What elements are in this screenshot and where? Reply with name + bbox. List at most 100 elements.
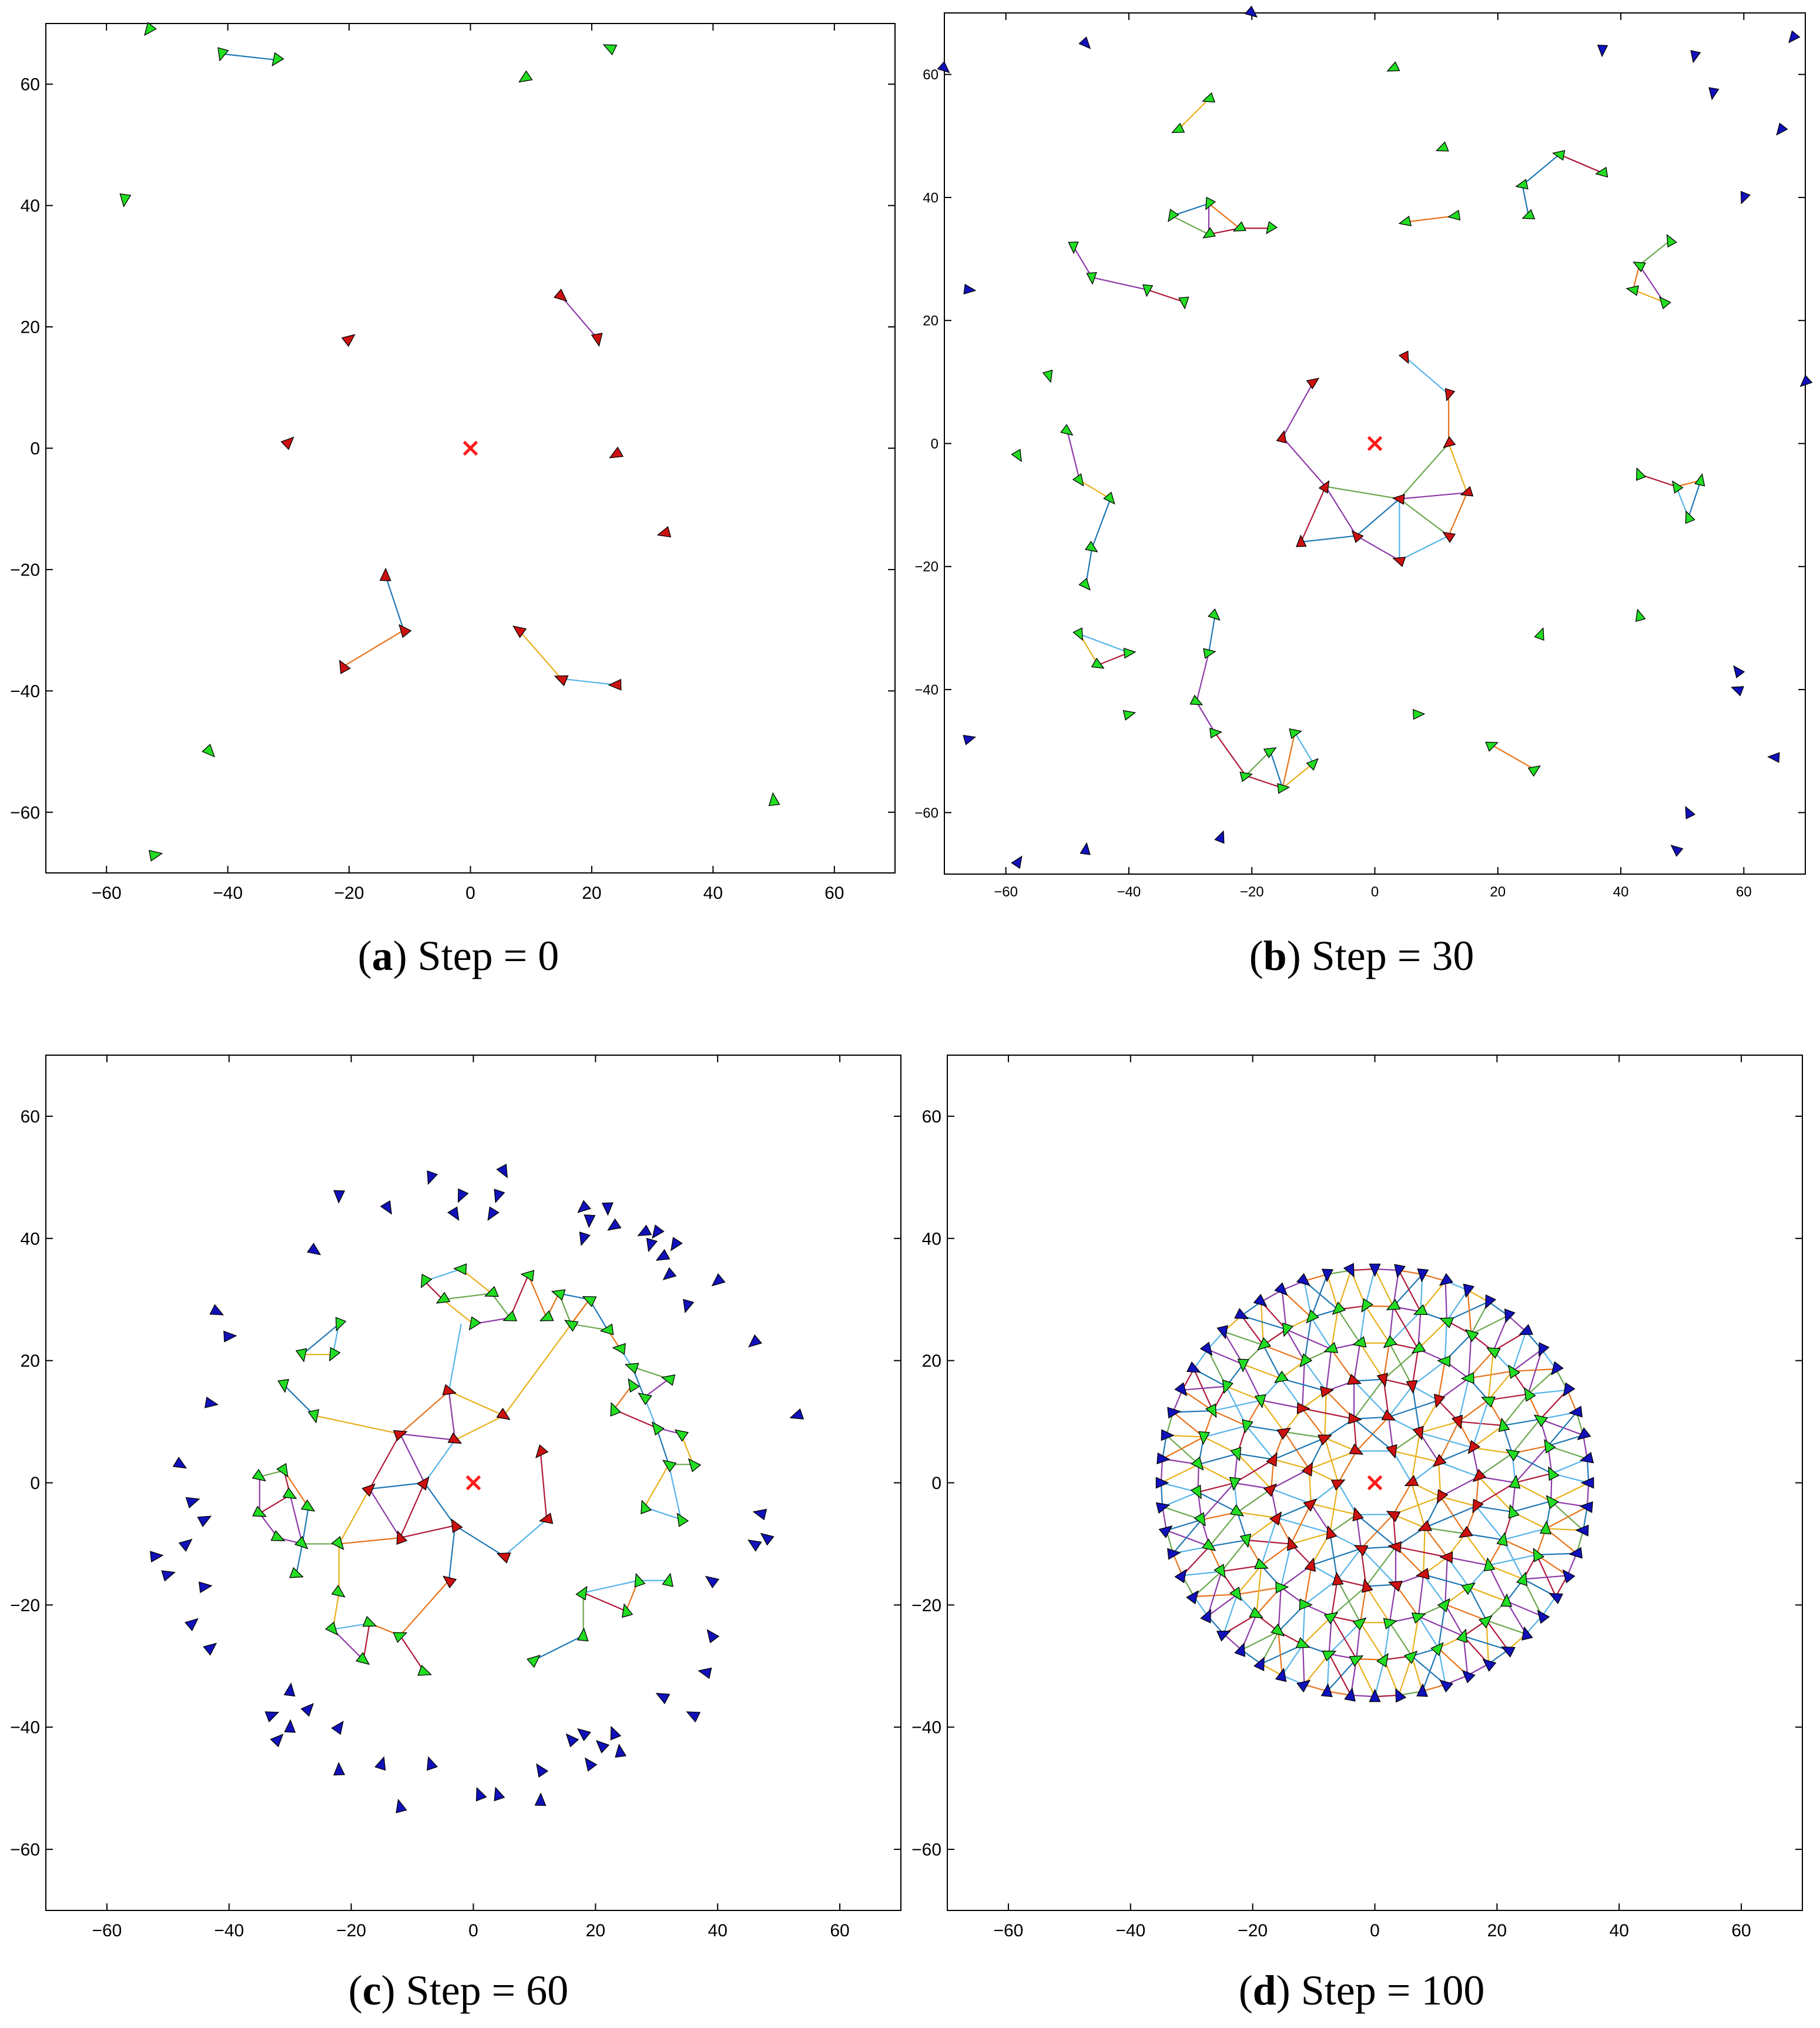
link-edge	[1246, 1425, 1275, 1460]
agent-blue	[615, 1743, 627, 1758]
link-edge	[442, 1299, 474, 1325]
agent-green	[1203, 648, 1216, 659]
link-edge	[1487, 1351, 1494, 1400]
link-edge	[656, 1427, 670, 1465]
x-tick-label: 40	[703, 884, 723, 903]
agent-red	[398, 624, 412, 638]
agent-green	[688, 1458, 702, 1473]
link-edge	[1209, 1539, 1247, 1547]
agent-green	[1595, 166, 1608, 178]
agent-blue	[1416, 1683, 1429, 1697]
link-edge	[1290, 1503, 1312, 1545]
link-edge	[1511, 1348, 1543, 1372]
caption-c: (c) Step = 60	[348, 1967, 569, 2014]
link-edge	[1491, 744, 1536, 771]
agent-blue	[601, 1202, 614, 1216]
agent-blue	[1539, 1342, 1550, 1357]
link-edge	[613, 1384, 633, 1410]
agent-green	[335, 1317, 347, 1331]
link-edge	[424, 1482, 456, 1526]
link-edge	[1350, 1694, 1375, 1698]
agent-blue	[698, 1667, 712, 1679]
agent-green	[1666, 234, 1677, 247]
agent-green	[1214, 1564, 1226, 1578]
agent-red	[591, 333, 603, 347]
agent-green	[1263, 747, 1277, 758]
agent-blue	[427, 1170, 438, 1185]
agent-blue	[1080, 842, 1091, 855]
x-tick-label: −20	[1240, 884, 1264, 900]
agent-green	[768, 792, 780, 806]
agent-blue	[1343, 1263, 1355, 1278]
agent-green	[1352, 1617, 1367, 1631]
agent-green	[1332, 1301, 1346, 1315]
agent-blue	[197, 1515, 212, 1527]
link-edge	[1212, 1410, 1247, 1427]
link-edge	[1326, 1274, 1339, 1310]
link-edge	[1261, 1517, 1278, 1566]
link-edge	[1425, 1527, 1466, 1535]
agent-blue	[1462, 1669, 1476, 1684]
agent-green	[1191, 1456, 1204, 1471]
agent-green	[612, 1343, 626, 1355]
link-edge	[1444, 1604, 1487, 1621]
y-tick-label: −40	[10, 682, 40, 701]
agent-red	[393, 1430, 408, 1441]
agent-green	[453, 1263, 467, 1276]
link-edge	[1383, 1622, 1390, 1660]
agent-green	[393, 1632, 408, 1644]
link-edge	[1418, 1615, 1464, 1637]
link-edge	[539, 1452, 548, 1520]
link-edge	[1638, 240, 1671, 266]
link-edge	[1486, 1619, 1509, 1651]
agent-blue	[1174, 1568, 1187, 1584]
link-edge	[1207, 1348, 1244, 1365]
link-edge	[1467, 1290, 1472, 1334]
link-edge	[1286, 1328, 1332, 1350]
agent-green	[1254, 1558, 1269, 1569]
agent-blue	[584, 1757, 598, 1772]
link-edge	[1337, 1309, 1361, 1344]
agent-green	[1178, 296, 1189, 310]
agent-green	[1277, 783, 1291, 794]
agent-green	[641, 1500, 652, 1514]
agent-green	[1232, 221, 1246, 232]
agent-green	[270, 1530, 286, 1541]
link-edge	[259, 1494, 291, 1514]
y-tick-label: −60	[914, 805, 939, 821]
agent-green	[289, 1567, 304, 1578]
agent-green	[1411, 1341, 1426, 1354]
agent-red	[1415, 1568, 1430, 1579]
link-edge	[1278, 1631, 1283, 1676]
link-edge	[1207, 1571, 1222, 1617]
link-edge	[1503, 1539, 1537, 1555]
link-edge	[1507, 1315, 1527, 1333]
link-edge	[1204, 1425, 1247, 1438]
agent-red	[1347, 1373, 1362, 1385]
link-edge	[1448, 443, 1468, 493]
x-tick-label: −40	[213, 884, 243, 903]
link-edge	[399, 1635, 425, 1673]
link-edge	[368, 1433, 401, 1490]
agent-green	[610, 1402, 622, 1417]
link-edge	[1583, 1435, 1588, 1459]
agent-red	[1460, 486, 1474, 497]
agent-blue	[475, 1786, 487, 1802]
agent-red	[1303, 1498, 1318, 1512]
link-edge	[1388, 1386, 1413, 1418]
link-edge	[1194, 1594, 1238, 1598]
agent-green	[1229, 1504, 1245, 1517]
link-edge	[1161, 1507, 1167, 1531]
link-edge	[1263, 1344, 1305, 1362]
agent-blue	[963, 735, 977, 745]
agent-green	[1171, 122, 1185, 133]
agent-blue	[1708, 87, 1720, 101]
agent-red	[280, 436, 294, 450]
link-edge	[1586, 1458, 1590, 1483]
link-edge	[1330, 1579, 1338, 1617]
agent-red	[1320, 1386, 1335, 1398]
agent-red	[1301, 1461, 1313, 1477]
link-edge	[1392, 1306, 1419, 1350]
link-edge	[1324, 1391, 1327, 1438]
link-edge	[1212, 1400, 1262, 1412]
